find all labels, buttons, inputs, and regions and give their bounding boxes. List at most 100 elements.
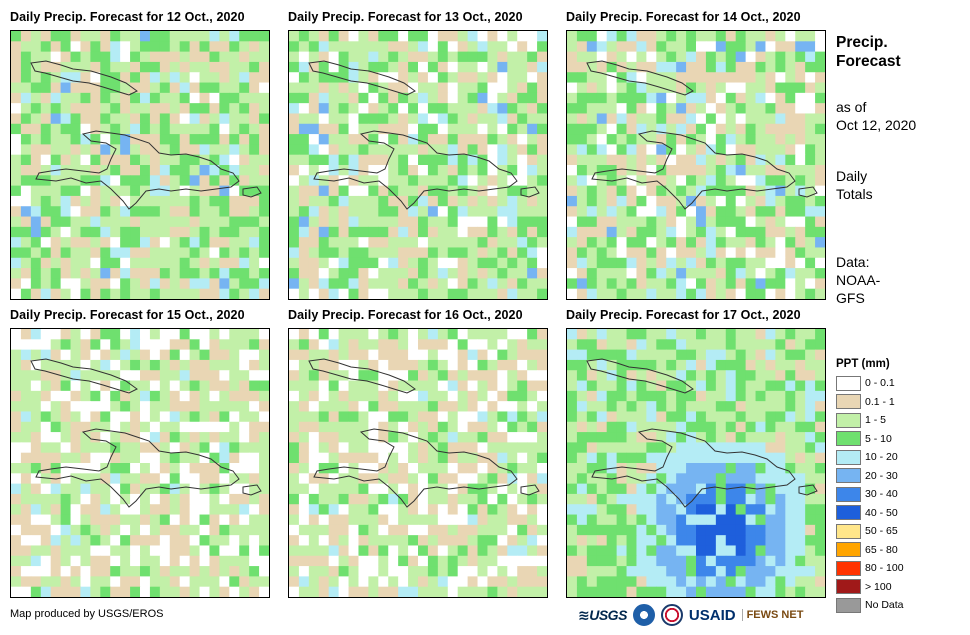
precip-cell <box>318 82 330 94</box>
precip-cell <box>80 493 91 505</box>
precip-cell <box>159 359 171 371</box>
precip-cell <box>815 103 825 114</box>
precip-cell <box>457 41 469 53</box>
precip-cell <box>725 349 737 361</box>
precip-cell <box>120 206 131 218</box>
precip-cell <box>666 555 677 567</box>
precip-cell <box>527 134 538 145</box>
precip-cell <box>50 216 62 228</box>
precip-cell <box>795 576 806 588</box>
precip-cell <box>725 31 737 42</box>
precip-cell <box>676 421 687 433</box>
precip-cell <box>517 452 528 464</box>
precip-cell <box>328 586 340 597</box>
precip-cell <box>338 92 350 104</box>
precip-cell <box>457 493 469 505</box>
precip-cell <box>626 535 637 546</box>
precip-cell <box>656 226 667 238</box>
precip-cell <box>765 401 776 412</box>
precip-cell <box>120 463 131 474</box>
precip-cell <box>735 278 747 290</box>
precip-cell <box>795 555 806 567</box>
precip-cell <box>785 339 796 351</box>
precip-cell <box>616 92 628 104</box>
precip-cell <box>229 432 240 443</box>
precip-cell <box>656 237 667 248</box>
precip-cell <box>408 359 419 371</box>
precip-cell <box>457 432 469 443</box>
precip-cell <box>378 123 389 135</box>
precip-cell <box>646 329 657 340</box>
precip-cell <box>348 226 359 238</box>
precip-cell <box>696 278 707 290</box>
precip-cell <box>289 31 300 42</box>
precip-cell <box>189 113 201 125</box>
precip-cell <box>646 31 657 42</box>
precip-cell <box>308 463 320 474</box>
precip-cell <box>656 586 667 597</box>
precip-cell <box>80 144 91 156</box>
precip-cell <box>209 359 220 371</box>
precip-cell <box>338 82 350 94</box>
precip-cell <box>80 134 91 145</box>
precip-cell <box>11 535 22 546</box>
precip-cell <box>11 41 22 53</box>
precip-cell <box>60 380 72 392</box>
precip-cell <box>289 134 300 145</box>
precip-cell <box>308 586 320 597</box>
precip-cell <box>497 452 508 464</box>
precip-cell <box>189 92 201 104</box>
precip-cell <box>696 237 707 248</box>
precip-cell <box>120 411 131 423</box>
precip-cell <box>567 473 578 485</box>
precip-cell <box>149 349 161 361</box>
precip-cell <box>11 555 22 567</box>
precip-cell <box>11 514 22 526</box>
precip-cell <box>219 268 230 279</box>
precip-cell <box>100 401 111 412</box>
precip-cell <box>815 288 825 299</box>
precip-cell <box>646 82 657 94</box>
precip-cell <box>60 370 72 382</box>
precip-cell <box>676 134 687 145</box>
precip-cell <box>30 380 42 392</box>
precip-cell <box>745 586 757 597</box>
precip-cell <box>90 493 101 505</box>
precip-cell <box>100 329 111 340</box>
precip-cell <box>785 535 796 546</box>
precip-cell <box>626 432 637 443</box>
precip-cell <box>517 380 528 392</box>
precip-cell <box>199 370 210 382</box>
precip-cell <box>70 113 81 125</box>
precip-cell <box>427 41 439 53</box>
precip-cell <box>189 586 201 597</box>
precip-cell <box>388 421 399 433</box>
precip-cell <box>567 359 578 371</box>
precip-cell <box>725 206 737 218</box>
precip-cell <box>140 82 151 94</box>
precip-cell <box>646 123 657 135</box>
precip-cell <box>686 237 697 248</box>
precip-cell <box>358 134 369 145</box>
precip-cell <box>100 390 111 402</box>
precip-cell <box>487 329 498 340</box>
precip-cell <box>50 82 62 94</box>
precip-cell <box>199 339 210 351</box>
precip-cell <box>368 154 379 166</box>
precip-cell <box>725 463 737 474</box>
precip-cell <box>318 390 330 402</box>
precip-cell <box>90 545 101 557</box>
precip-cell <box>50 113 62 125</box>
precip-cell <box>606 51 618 63</box>
precip-cell <box>30 247 42 259</box>
precip-cell <box>507 514 518 526</box>
precip-cell <box>745 555 757 567</box>
precip-cell <box>487 185 498 197</box>
precip-cell <box>259 92 269 104</box>
precip-cell <box>80 61 91 73</box>
precip-cell <box>715 329 727 340</box>
precip-cell <box>249 154 260 166</box>
precip-cell <box>646 432 657 443</box>
precip-cell <box>745 329 757 340</box>
precip-cell <box>408 154 419 166</box>
